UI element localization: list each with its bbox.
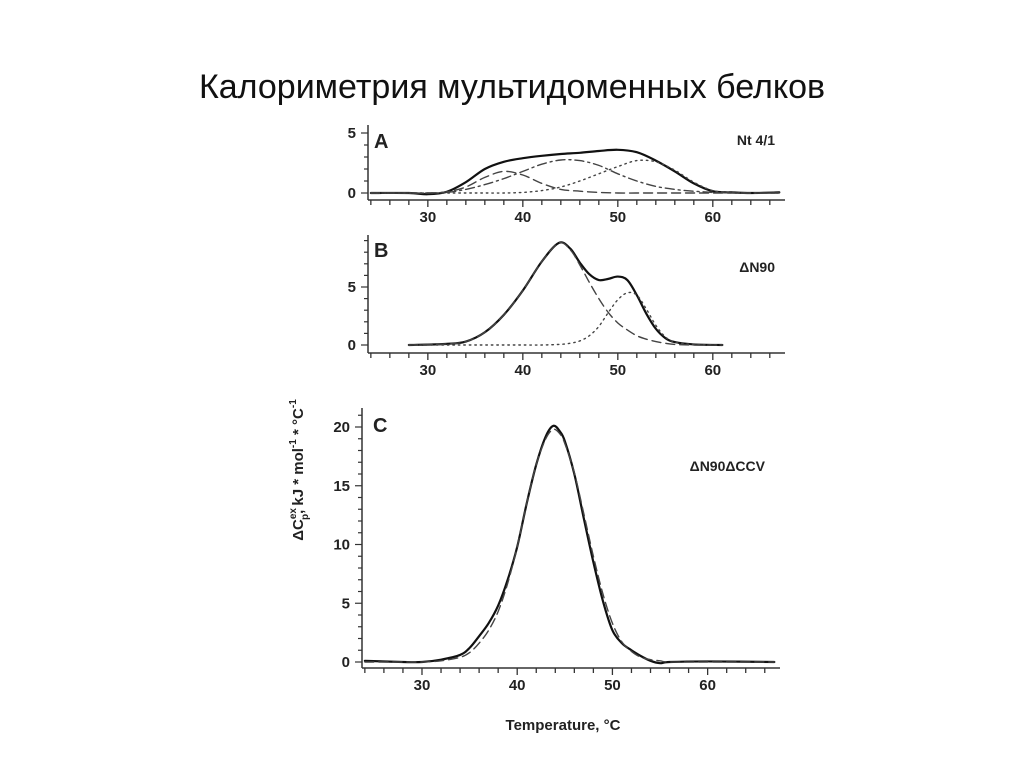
svg-text:50: 50 bbox=[604, 677, 621, 694]
page-title: Калориметрия мультидоменных белков bbox=[198, 68, 826, 106]
svg-text:30: 30 bbox=[419, 362, 436, 379]
svg-text:40: 40 bbox=[509, 677, 526, 694]
svg-text:ΔCexp, kJ * mol-1 * °C-1: ΔCexp, kJ * mol-1 * °C-1 bbox=[288, 399, 311, 541]
svg-text:5: 5 bbox=[348, 279, 356, 296]
svg-text:30: 30 bbox=[414, 677, 431, 694]
panel-c: 30 40 50 60 0 5 10 15 20 C ΔN90ΔCCV bbox=[333, 408, 780, 694]
svg-text:10: 10 bbox=[333, 537, 350, 554]
svg-text:20: 20 bbox=[333, 419, 350, 436]
x-axis-label: Temperature, °C bbox=[506, 717, 621, 734]
series-experimental bbox=[407, 241, 724, 347]
panel-a: 30 40 50 60 0 5 A Nt 4/1 bbox=[348, 125, 785, 226]
panel-b: 30 40 50 60 0 5 B ΔN90 bbox=[348, 235, 785, 379]
series-experimental bbox=[369, 148, 781, 196]
svg-text:40: 40 bbox=[514, 209, 531, 226]
series-domain-2 bbox=[370, 158, 781, 194]
y-axis-label: ΔCexp, kJ * mol-1 * °C-1 bbox=[288, 399, 311, 541]
svg-text:0: 0 bbox=[342, 654, 350, 671]
svg-text:60: 60 bbox=[704, 362, 721, 379]
svg-text:50: 50 bbox=[609, 362, 626, 379]
panel-letter: A bbox=[374, 131, 388, 153]
series-domain-2 bbox=[408, 291, 724, 346]
series-fit bbox=[364, 428, 775, 663]
svg-text:0: 0 bbox=[348, 185, 356, 202]
svg-text:15: 15 bbox=[333, 478, 350, 495]
panel-letter: B bbox=[374, 240, 388, 262]
series-domain-1 bbox=[408, 241, 724, 346]
svg-text:50: 50 bbox=[609, 209, 626, 226]
sample-name: ΔN90 bbox=[739, 259, 775, 275]
svg-text:60: 60 bbox=[699, 677, 716, 694]
series-domain-3 bbox=[370, 159, 781, 194]
svg-text:60: 60 bbox=[704, 209, 721, 226]
svg-text:0: 0 bbox=[348, 337, 356, 354]
panel-letter: C bbox=[373, 415, 387, 437]
series-domain-1 bbox=[370, 170, 781, 194]
svg-text:30: 30 bbox=[419, 209, 436, 226]
svg-text:5: 5 bbox=[348, 125, 356, 142]
sample-name: ΔN90ΔCCV bbox=[690, 458, 766, 474]
svg-text:5: 5 bbox=[342, 595, 350, 612]
svg-text:40: 40 bbox=[514, 362, 531, 379]
sample-name: Nt 4/1 bbox=[737, 132, 775, 148]
series-experimental bbox=[363, 424, 776, 665]
